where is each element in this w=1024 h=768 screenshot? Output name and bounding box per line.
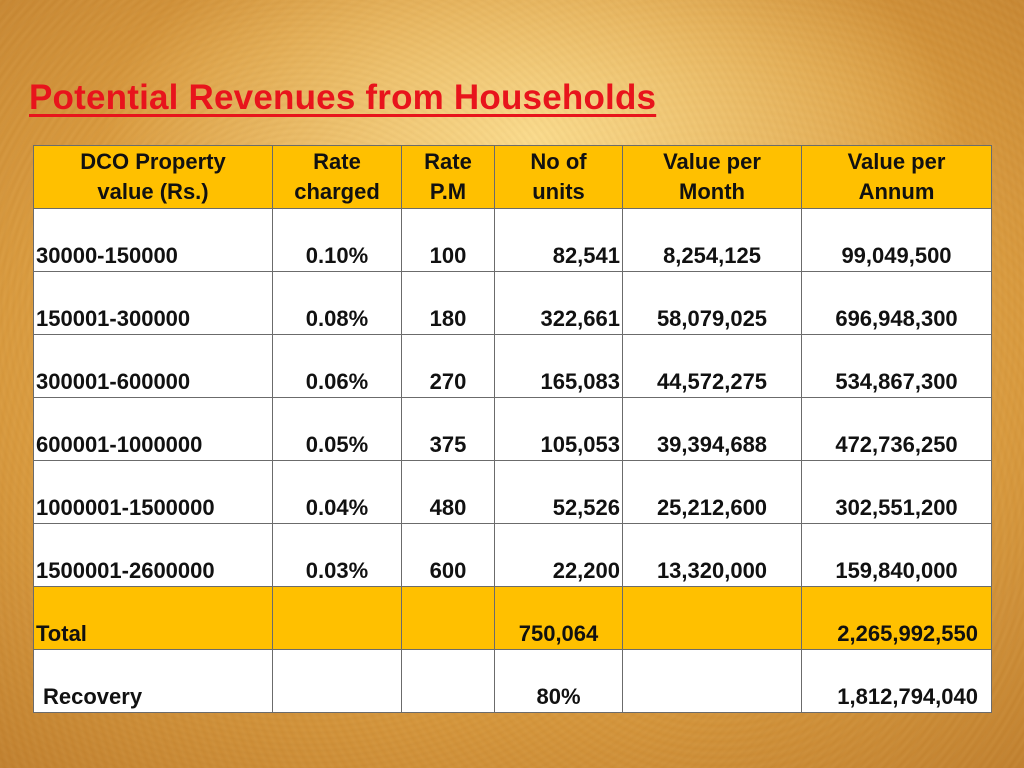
recovery-percent: 80%	[494, 649, 623, 713]
cell-rate-pm: 480	[401, 460, 495, 524]
cell-rate-pm: 270	[401, 334, 495, 398]
cell-units: 165,083	[494, 334, 623, 398]
header-rate-charged: Rate charged	[272, 145, 402, 209]
cell-rate: 0.08%	[272, 271, 402, 335]
table-row: 150001-300000 0.08% 180 322,661 58,079,0…	[33, 271, 992, 335]
cell-rate-pm: 100	[401, 208, 495, 272]
empty-cell	[622, 586, 802, 650]
cell-month: 58,079,025	[622, 271, 802, 335]
header-value-per-annum: Value per Annum	[801, 145, 992, 209]
header-rate-pm: Rate P.M	[401, 145, 495, 209]
empty-cell	[622, 649, 802, 713]
cell-rate: 0.03%	[272, 523, 402, 587]
cell-annum: 696,948,300	[801, 271, 992, 335]
cell-units: 82,541	[494, 208, 623, 272]
table-row: 1000001-1500000 0.04% 480 52,526 25,212,…	[33, 460, 992, 524]
cell-range: 1500001-2600000	[33, 523, 273, 587]
cell-rate: 0.04%	[272, 460, 402, 524]
total-row: Total 750,064 2,265,992,550	[33, 586, 992, 650]
cell-month: 8,254,125	[622, 208, 802, 272]
cell-range: 1000001-1500000	[33, 460, 273, 524]
cell-range: 300001-600000	[33, 334, 273, 398]
cell-month: 39,394,688	[622, 397, 802, 461]
header-property-value: DCO Property value (Rs.)	[33, 145, 273, 209]
page-title: Potential Revenues from Households	[29, 78, 657, 117]
cell-month: 13,320,000	[622, 523, 802, 587]
table-row: 1500001-2600000 0.03% 600 22,200 13,320,…	[33, 523, 992, 587]
cell-rate-pm: 375	[401, 397, 495, 461]
cell-rate: 0.06%	[272, 334, 402, 398]
cell-rate: 0.05%	[272, 397, 402, 461]
empty-cell	[401, 586, 495, 650]
cell-units: 105,053	[494, 397, 623, 461]
total-label: Total	[33, 586, 273, 650]
cell-annum: 472,736,250	[801, 397, 992, 461]
cell-annum: 99,049,500	[801, 208, 992, 272]
recovery-label: Recovery	[33, 649, 273, 713]
cell-rate-pm: 600	[401, 523, 495, 587]
revenue-table: DCO Property value (Rs.) Rate charged Rate…	[33, 145, 992, 713]
table-header-row: DCO Property value (Rs.) Rate charged Rate…	[33, 145, 992, 209]
cell-month: 44,572,275	[622, 334, 802, 398]
cell-annum: 302,551,200	[801, 460, 992, 524]
cell-month: 25,212,600	[622, 460, 802, 524]
header-no-of-units: No of units	[494, 145, 623, 209]
empty-cell	[272, 649, 402, 713]
cell-range: 600001-1000000	[33, 397, 273, 461]
cell-rate-pm: 180	[401, 271, 495, 335]
total-units: 750,064	[494, 586, 623, 650]
cell-units: 52,526	[494, 460, 623, 524]
header-value-per-month: Value per Month	[622, 145, 802, 209]
total-annum: 2,265,992,550	[801, 586, 992, 650]
table-row: 30000-150000 0.10% 100 82,541 8,254,125 …	[33, 208, 992, 272]
cell-rate: 0.10%	[272, 208, 402, 272]
cell-units: 22,200	[494, 523, 623, 587]
cell-range: 30000-150000	[33, 208, 273, 272]
cell-range: 150001-300000	[33, 271, 273, 335]
empty-cell	[401, 649, 495, 713]
recovery-annum: 1,812,794,040	[801, 649, 992, 713]
table-row: 300001-600000 0.06% 270 165,083 44,572,2…	[33, 334, 992, 398]
recovery-row: Recovery 80% 1,812,794,040	[33, 649, 992, 713]
cell-annum: 159,840,000	[801, 523, 992, 587]
empty-cell	[272, 586, 402, 650]
table-row: 600001-1000000 0.05% 375 105,053 39,394,…	[33, 397, 992, 461]
cell-annum: 534,867,300	[801, 334, 992, 398]
cell-units: 322,661	[494, 271, 623, 335]
